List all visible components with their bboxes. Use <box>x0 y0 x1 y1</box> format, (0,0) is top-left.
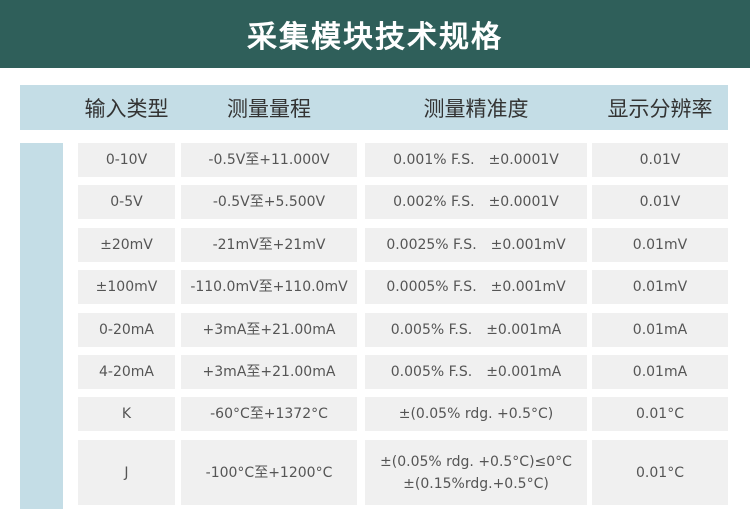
range-cell: -100°C至+1200°C <box>181 440 357 505</box>
accuracy-cell: ±(0.05% rdg. +0.5°C)≤0°C ±(0.15%rdg.+0.5… <box>365 440 587 505</box>
range-cell: -21mV至+21mV <box>181 228 357 262</box>
header-resolution: 显示分辨率 <box>607 96 713 121</box>
accuracy-cell: 0.005% F.S. ±0.001mA <box>365 355 587 389</box>
range-cell: -60°C至+1372°C <box>181 397 357 431</box>
input-type-cell: ±20mV <box>78 228 175 262</box>
input-type-cell: J <box>78 440 175 505</box>
range-cell: +3mA至+21.00mA <box>181 355 357 389</box>
accuracy-cell: 0.0005% F.S. ±0.001mV <box>365 270 587 304</box>
input-type-cell: K <box>78 397 175 431</box>
resolution-cell: 0.01mA <box>592 313 728 347</box>
resolution-cell: 0.01mA <box>592 355 728 389</box>
input-type-cell: ±100mV <box>78 270 175 304</box>
resolution-cell: 0.01V <box>592 143 728 177</box>
header-accuracy: 测量精准度 <box>423 96 529 121</box>
header-input-type: 输入类型 <box>84 96 169 121</box>
range-cell: +3mA至+21.00mA <box>181 313 357 347</box>
table-header-bar <box>20 85 728 130</box>
accuracy-cell: 0.002% F.S. ±0.0001V <box>365 185 587 219</box>
input-type-cell: 4-20mA <box>78 355 175 389</box>
input-type-cell: 0-20mA <box>78 313 175 347</box>
range-cell: -110.0mV至+110.0mV <box>181 270 357 304</box>
resolution-cell: 0.01V <box>592 185 728 219</box>
resolution-cell: 0.01mV <box>592 270 728 304</box>
header-range: 测量量程 <box>227 96 311 121</box>
input-type-cell: 0-5V <box>78 185 175 219</box>
input-type-cell: 0-10V <box>78 143 175 177</box>
accuracy-cell: 0.001% F.S. ±0.0001V <box>365 143 587 177</box>
accuracy-cell: 0.0025% F.S. ±0.001mV <box>365 228 587 262</box>
resolution-cell: 0.01°C <box>592 397 728 431</box>
accuracy-cell: 0.005% F.S. ±0.001mA <box>365 313 587 347</box>
range-cell: -0.5V至+11.000V <box>181 143 357 177</box>
accuracy-cell: ±(0.05% rdg. +0.5°C) <box>365 397 587 431</box>
page-title: 采集模块技术规格 <box>0 0 750 68</box>
resolution-cell: 0.01°C <box>592 440 728 505</box>
resolution-cell: 0.01mV <box>592 228 728 262</box>
side-strip <box>20 143 63 509</box>
range-cell: -0.5V至+5.500V <box>181 185 357 219</box>
